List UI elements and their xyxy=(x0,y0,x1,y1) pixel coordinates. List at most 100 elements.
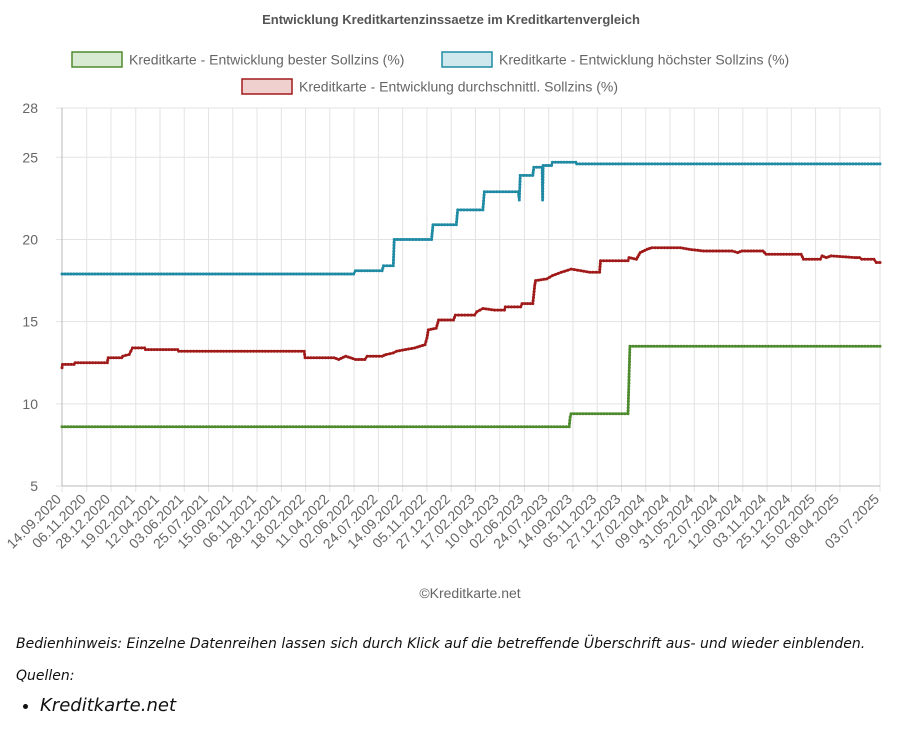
data-point xyxy=(541,195,545,199)
data-point xyxy=(455,214,459,218)
data-point xyxy=(542,277,546,281)
data-point xyxy=(668,162,672,166)
data-point xyxy=(699,249,703,253)
data-point xyxy=(779,162,783,166)
data-point xyxy=(304,272,307,276)
legend-item[interactable]: Kreditkarte - Entwicklung durchschnittl.… xyxy=(241,78,618,95)
data-point xyxy=(99,361,103,365)
data-point xyxy=(793,252,797,256)
data-point xyxy=(371,354,375,358)
data-point xyxy=(791,344,795,348)
data-point xyxy=(532,168,535,172)
data-point xyxy=(552,425,556,429)
data-point xyxy=(558,425,562,429)
data-point xyxy=(761,344,764,348)
data-point xyxy=(804,257,808,261)
data-point xyxy=(550,274,554,278)
data-point xyxy=(746,249,750,253)
data-point xyxy=(492,190,496,194)
data-point xyxy=(348,425,352,429)
data-point xyxy=(562,160,566,164)
data-point xyxy=(800,344,804,348)
data-point xyxy=(528,425,532,429)
data-point xyxy=(272,349,276,353)
data-point xyxy=(800,255,804,259)
data-point xyxy=(469,313,473,317)
data-point xyxy=(824,256,828,260)
data-point xyxy=(848,162,852,166)
data-point xyxy=(447,425,451,429)
data-point xyxy=(701,162,705,166)
data-point xyxy=(482,196,486,200)
data-point xyxy=(733,250,737,254)
data-point xyxy=(310,272,314,276)
data-point xyxy=(584,162,588,166)
data-point xyxy=(878,261,882,264)
data-point xyxy=(590,162,594,166)
data-point xyxy=(463,313,467,317)
data-point xyxy=(749,249,753,253)
data-point xyxy=(161,348,165,352)
legend-item[interactable]: Kreditkarte - Entwicklung höchster Sollz… xyxy=(441,51,789,68)
data-point xyxy=(568,418,572,422)
data-point xyxy=(755,162,759,166)
data-point xyxy=(401,348,404,352)
data-point xyxy=(782,252,786,256)
data-point xyxy=(740,249,744,253)
data-point xyxy=(300,425,304,429)
data-point xyxy=(321,356,324,360)
data-point xyxy=(424,339,428,343)
legend-label: Kreditkarte - Entwicklung höchster Sollz… xyxy=(499,52,789,68)
data-point xyxy=(594,270,598,274)
data-point xyxy=(234,425,238,429)
data-point xyxy=(198,272,202,276)
data-point xyxy=(519,305,523,309)
data-point xyxy=(135,425,139,429)
data-point xyxy=(240,272,244,276)
data-point xyxy=(114,356,118,360)
data-point xyxy=(851,162,855,166)
data-point xyxy=(366,425,370,429)
data-point xyxy=(541,164,545,167)
data-point xyxy=(614,412,618,416)
data-point xyxy=(501,425,505,429)
data-point xyxy=(303,425,307,429)
y-tick-label: 15 xyxy=(22,314,38,330)
data-point xyxy=(502,308,506,312)
data-point xyxy=(788,344,792,348)
legend-swatch xyxy=(441,51,493,68)
data-point xyxy=(420,425,424,429)
data-point xyxy=(415,345,419,349)
data-point xyxy=(450,425,454,429)
data-point xyxy=(525,173,528,177)
data-point xyxy=(510,190,514,194)
data-point xyxy=(315,425,319,429)
data-point xyxy=(847,255,851,259)
data-point xyxy=(498,190,502,194)
data-point xyxy=(165,425,169,429)
data-point xyxy=(168,272,172,276)
data-point xyxy=(746,162,750,166)
data-point xyxy=(237,272,241,276)
data-point xyxy=(134,346,137,350)
data-point xyxy=(213,425,217,429)
data-point xyxy=(449,318,452,322)
data-point xyxy=(66,362,70,366)
data-point xyxy=(588,270,592,274)
data-point xyxy=(676,344,680,348)
data-point xyxy=(61,362,64,366)
data-point xyxy=(584,412,588,416)
data-point xyxy=(430,235,434,238)
data-point xyxy=(764,344,767,348)
data-point xyxy=(640,344,644,348)
data-point xyxy=(854,162,858,166)
data-point xyxy=(803,162,807,166)
data-point xyxy=(731,162,735,166)
data-point xyxy=(533,284,537,287)
data-point xyxy=(541,166,545,170)
data-point xyxy=(117,425,121,429)
data-point xyxy=(717,249,721,253)
data-point xyxy=(318,425,322,429)
legend-item[interactable]: Kreditkarte - Entwicklung bester Sollzin… xyxy=(71,51,404,68)
sources-list: Kreditkarte.net xyxy=(0,695,176,716)
